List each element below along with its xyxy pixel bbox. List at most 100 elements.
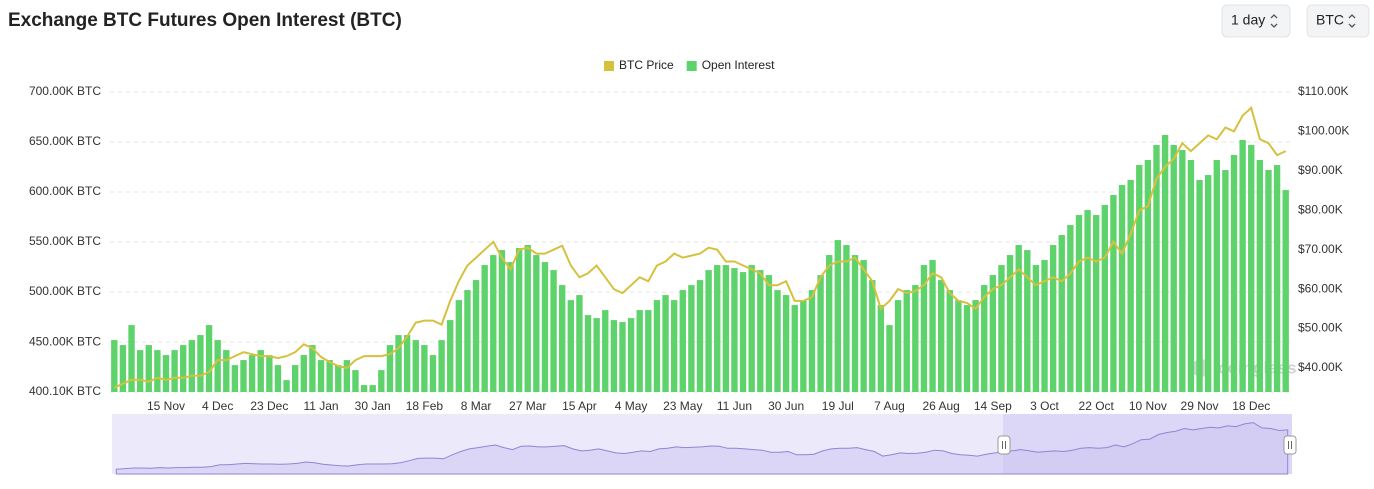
bar [524, 245, 531, 392]
bar [645, 310, 652, 392]
bar [1153, 145, 1160, 392]
bar [679, 290, 686, 392]
bar [274, 365, 282, 392]
bar [429, 355, 437, 392]
bar [670, 300, 678, 392]
y-tick-label: 500.00K BTC [29, 284, 101, 298]
bar [627, 318, 635, 392]
bar [180, 345, 187, 392]
bar [696, 280, 704, 392]
bar [119, 345, 127, 392]
bar [593, 318, 600, 392]
bar [136, 350, 144, 392]
bar [834, 240, 841, 392]
bar [912, 285, 919, 392]
bar [1101, 205, 1109, 392]
price-line [113, 105, 1287, 389]
x-tick-label: 14 Sep [974, 399, 1012, 413]
bar [447, 320, 454, 392]
bar [576, 295, 583, 392]
bar [610, 320, 618, 392]
y-tick-label: 400.10K BTC [29, 384, 101, 398]
bar [197, 335, 204, 392]
bar [584, 315, 592, 392]
bar [877, 305, 885, 392]
x-tick-label: 7 Aug [874, 399, 905, 413]
bar [533, 255, 540, 392]
x-tick-label: 10 Nov [1129, 399, 1167, 413]
interval-select[interactable]: 1 day [1221, 4, 1291, 38]
bar [800, 300, 807, 392]
bar [283, 380, 290, 392]
y-tick-label: 700.00K BTC [29, 84, 101, 98]
bar [317, 360, 325, 392]
bar [688, 285, 695, 392]
bar [851, 255, 859, 392]
x-tick-label: 11 Jan [303, 399, 338, 413]
bar [111, 340, 118, 392]
bar [257, 350, 264, 392]
handle-grip [1288, 441, 1292, 449]
bar [1084, 210, 1091, 392]
button-label: 1 day [1231, 12, 1265, 28]
bar [240, 360, 247, 392]
navigator-handle[interactable] [997, 435, 1011, 455]
bar [223, 350, 230, 392]
bar [955, 300, 962, 392]
bar [860, 260, 867, 392]
bar [498, 250, 506, 392]
bar [515, 248, 523, 392]
chart-title: Exchange BTC Futures Open Interest (BTC) [8, 10, 402, 31]
bar [1265, 170, 1272, 392]
x-tick-label: 27 Mar [509, 399, 546, 413]
bar [205, 325, 213, 392]
y2-tick-label: $80.00K [1298, 202, 1343, 216]
bar [403, 335, 411, 392]
bar [1282, 190, 1289, 392]
x-tick-label: 22 Oct [1079, 399, 1115, 413]
bar [714, 265, 721, 392]
bar [817, 275, 824, 392]
bar [619, 322, 626, 392]
button[interactable] [1221, 4, 1291, 38]
bar [1032, 265, 1040, 392]
bar [559, 285, 566, 392]
bar [291, 365, 299, 392]
bar [188, 340, 196, 392]
bar [378, 370, 385, 392]
bar [360, 385, 368, 392]
x-tick-label: 15 Nov [147, 399, 185, 413]
bar [1067, 225, 1074, 392]
bar [386, 345, 394, 392]
x-tick-label: 23 Dec [250, 399, 288, 413]
bar [791, 305, 798, 392]
bar [335, 365, 342, 392]
bar [765, 275, 773, 392]
bar [567, 300, 574, 392]
bar [464, 290, 471, 392]
button[interactable] [1306, 4, 1370, 38]
bar [352, 370, 359, 392]
bar [963, 305, 971, 392]
bar [1256, 160, 1264, 392]
y2-tick-label: $100.00K [1298, 124, 1349, 138]
bar [214, 340, 221, 392]
legend-swatch [686, 61, 697, 71]
y-tick-label: 600.00K BTC [29, 184, 101, 198]
bar [438, 340, 445, 392]
bar [722, 265, 730, 392]
bar [421, 345, 428, 392]
bar [343, 360, 351, 392]
bar [145, 345, 152, 392]
bar [748, 265, 755, 392]
y2-tick-label: $70.00K [1298, 242, 1343, 256]
unit-select[interactable]: BTC [1306, 4, 1370, 38]
bar [1110, 195, 1117, 392]
bar [869, 280, 876, 392]
bar [894, 300, 902, 392]
navigator-handle[interactable] [1283, 435, 1297, 455]
x-tick-label: 29 Nov [1181, 399, 1219, 413]
x-tick-label: 18 Dec [1232, 399, 1270, 413]
bar [550, 270, 557, 392]
bar [1161, 135, 1169, 392]
